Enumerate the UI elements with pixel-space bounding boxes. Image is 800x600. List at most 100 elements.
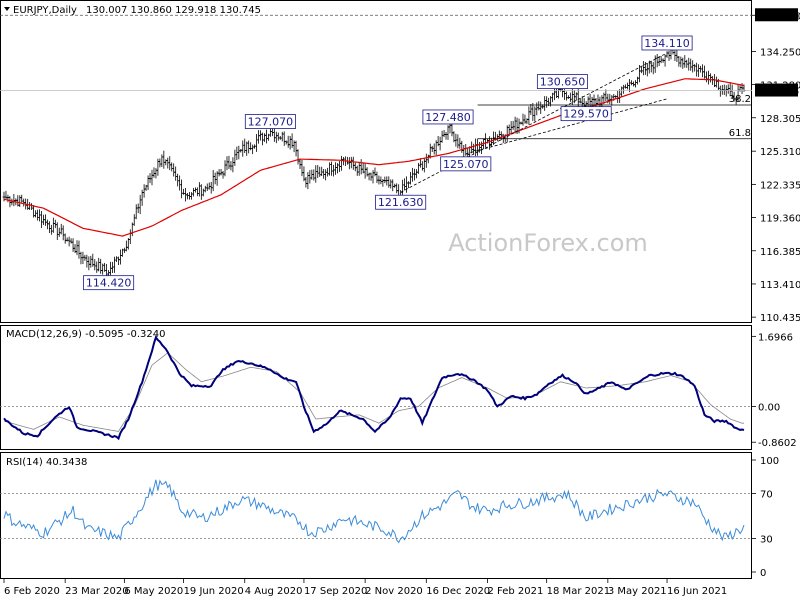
price-bar: [300, 159, 304, 177]
price-bar: [241, 140, 245, 157]
price-bar: [132, 214, 136, 226]
price-bar: [472, 143, 476, 155]
price-bar: [349, 156, 353, 169]
price-bar: [560, 88, 564, 98]
price-bar: [261, 132, 265, 146]
swing-label: 114.420: [83, 275, 135, 291]
price-bar: [401, 179, 405, 195]
price-bar: [332, 164, 336, 177]
swing-label-text: 134.110: [644, 37, 690, 50]
price-bar: [223, 160, 227, 177]
price-bar: [116, 256, 120, 265]
x-tick-label: 23 Mar 2020: [65, 586, 128, 597]
price-bar: [655, 54, 659, 68]
price-bar: [420, 161, 424, 171]
price-bar: [409, 171, 413, 185]
price-bar: [69, 238, 73, 244]
price-bar: [446, 125, 450, 140]
price-bar: [318, 166, 322, 177]
price-bar: [176, 173, 180, 187]
price-bar: [395, 183, 399, 194]
price-bar: [375, 171, 379, 183]
price-bar: [677, 56, 681, 67]
price-bar: [16, 195, 20, 207]
price-bar: [34, 210, 38, 218]
price-bar: [294, 140, 298, 157]
price-bar: [487, 136, 491, 150]
x-tick-label: 6 May 2020: [124, 586, 183, 597]
price-bar: [53, 219, 57, 229]
symbol-dropdown-icon[interactable]: [4, 7, 10, 11]
price-bar: [624, 84, 628, 89]
rsi-y-label: 70: [760, 490, 773, 501]
price-bar: [462, 144, 466, 157]
price-bar: [113, 256, 117, 273]
price-bar: [645, 63, 649, 77]
price-y-label: 122.335: [760, 180, 800, 191]
price-bar: [444, 131, 448, 140]
price-bar: [639, 66, 643, 74]
swing-label-text: 121.630: [378, 196, 424, 209]
price-bar: [158, 158, 162, 168]
price-bar: [191, 187, 195, 197]
swing-label-box: [375, 194, 427, 210]
price-bar: [36, 209, 40, 221]
swing-label-text: 127.070: [248, 116, 294, 129]
price-bar: [128, 229, 132, 244]
swing-label: 127.070: [244, 114, 296, 129]
price-bar: [422, 158, 426, 173]
price-bar: [93, 259, 97, 271]
swing-label-box: [536, 74, 588, 89]
price-bar: [416, 162, 420, 174]
price-bar: [288, 135, 292, 150]
price-y-label: 113.410: [760, 280, 800, 291]
price-bar: [424, 153, 428, 168]
price-bar: [574, 92, 578, 101]
price-bar: [154, 168, 158, 179]
price-bar: [570, 88, 574, 105]
price-y-label: 116.385: [760, 247, 800, 258]
price-bar: [412, 168, 416, 181]
price-bar: [8, 196, 12, 208]
price-bar: [414, 169, 418, 179]
price-bar: [28, 202, 32, 210]
price-y-label: 125.310: [760, 147, 800, 158]
fib-level-label: 61.8: [729, 128, 751, 139]
price-bar: [347, 157, 351, 170]
price-bar: [385, 176, 389, 186]
price-bar: [355, 165, 359, 176]
price-bar: [383, 176, 387, 184]
price-bar: [259, 130, 263, 141]
price-bar: [264, 129, 268, 144]
price-bar: [225, 156, 229, 171]
price-bar: [146, 175, 150, 190]
price-bar: [665, 51, 669, 58]
last-price-tag-text: 130.745: [758, 87, 799, 98]
swing-label-box: [641, 35, 693, 51]
price-bar: [39, 211, 43, 229]
price-bar: [432, 143, 436, 155]
axis-layer: 137.490134.250131.280128.305125.310122.3…: [3, 8, 800, 597]
price-bar: [221, 170, 225, 179]
price-bar: [306, 172, 310, 190]
price-bar: [65, 237, 69, 242]
price-bar: [618, 89, 622, 104]
price-bar: [211, 170, 215, 192]
price-bar: [379, 176, 383, 185]
price-bar: [199, 184, 203, 200]
price-bar: [111, 261, 115, 273]
price-bar: [87, 256, 91, 271]
price-bar: [152, 167, 156, 178]
price-bar: [124, 240, 128, 252]
price-bar: [298, 159, 302, 170]
swing-label: 121.630: [375, 194, 427, 210]
x-tick-label: 2 Feb 2021: [487, 586, 543, 597]
macd-header: MACD(12,26,9) -0.5095 -0.3240: [6, 329, 166, 340]
price-bar: [387, 176, 391, 188]
price-bar: [274, 131, 278, 144]
price-bar: [187, 192, 191, 200]
swing-label-text: 125.070: [443, 158, 489, 171]
price-bar: [219, 168, 223, 176]
price-bar: [708, 73, 712, 83]
price-bar: [531, 102, 535, 121]
